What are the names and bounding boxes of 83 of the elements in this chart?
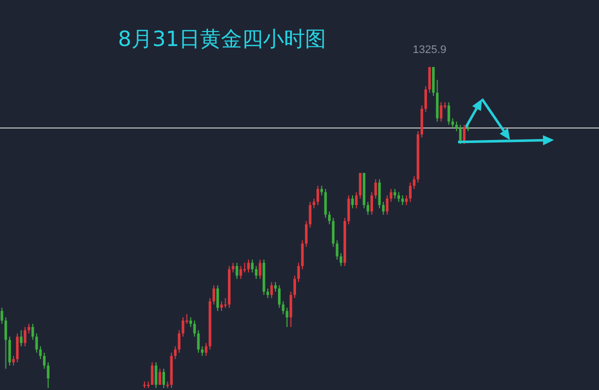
candlestick [412, 176, 416, 190]
candlestick [31, 323, 34, 340]
candlestick [320, 185, 323, 196]
candlestick [405, 194, 408, 206]
candlestick [324, 188, 327, 218]
candlestick [254, 266, 258, 280]
candlestick [43, 352, 46, 370]
candlestick [200, 346, 204, 356]
candlestick [236, 262, 238, 280]
candlestick [459, 124, 462, 145]
candlestick [189, 316, 192, 328]
candlestick [304, 220, 308, 248]
candlestick [328, 210, 331, 225]
candlestick [150, 362, 154, 386]
candlestick [20, 330, 22, 347]
candlestick [455, 121, 458, 132]
candlestick [266, 288, 270, 299]
candlestick [16, 332, 19, 363]
candlestick [428, 66, 431, 94]
candlestick [316, 185, 320, 206]
candlestick [39, 346, 42, 360]
candlestick [397, 192, 400, 202]
candlestick [394, 188, 396, 200]
candlestick [204, 342, 208, 356]
candlestick [290, 291, 292, 328]
candlestick [312, 198, 316, 209]
candlestick [243, 262, 246, 273]
candlestick [336, 240, 338, 260]
candlestick [154, 362, 158, 388]
candlestick [382, 201, 385, 216]
candlestick [0, 307, 4, 324]
candlestick [46, 362, 50, 388]
candlestick [247, 259, 250, 273]
candlestick [282, 300, 284, 315]
candlestick [158, 368, 162, 386]
candlestick [220, 300, 223, 312]
candlestick [193, 320, 196, 338]
candlestick [178, 330, 180, 354]
candlestick [358, 172, 362, 200]
candlestick [390, 188, 392, 202]
candlestick [258, 259, 262, 280]
candlestick [374, 178, 377, 200]
candlestick [12, 355, 15, 366]
candlestick [448, 102, 450, 126]
candlestick [35, 332, 38, 354]
candlestick [351, 194, 354, 209]
candlestick [182, 316, 184, 338]
candlestick [440, 102, 442, 122]
candlestick [401, 194, 404, 206]
candlestick [197, 330, 200, 354]
candlestick [386, 194, 388, 216]
candlestick [378, 178, 381, 209]
candlestick [24, 326, 26, 347]
candlestick [286, 307, 288, 328]
candlestick [8, 336, 11, 366]
candlestick [462, 124, 466, 145]
candlestick [28, 323, 30, 334]
candlestick [308, 201, 312, 228]
candlestick [332, 217, 335, 248]
candlestick [239, 266, 242, 280]
candlestick [301, 240, 304, 270]
candlestick [162, 368, 166, 388]
candlestick [232, 262, 234, 273]
candlestick [274, 282, 277, 292]
candlestick [251, 259, 254, 273]
candlestick [293, 275, 296, 299]
candlestick [4, 316, 8, 370]
candlestick [424, 86, 427, 112]
candlestick [297, 262, 300, 283]
candlestick [216, 284, 219, 312]
candlestick [174, 346, 177, 360]
candlestick [340, 252, 342, 267]
candlestick [370, 192, 374, 216]
candlestick [270, 282, 273, 299]
candlestick [347, 194, 350, 225]
candlestick [366, 201, 370, 216]
candlestick [278, 284, 281, 308]
chart-title: 8月31日黄金四小时图 [118, 27, 326, 51]
text: 1325.9 [412, 44, 446, 56]
candlestick [408, 182, 412, 202]
candlestick [451, 118, 454, 128]
candlestick [355, 192, 358, 209]
candlestick [212, 284, 216, 306]
